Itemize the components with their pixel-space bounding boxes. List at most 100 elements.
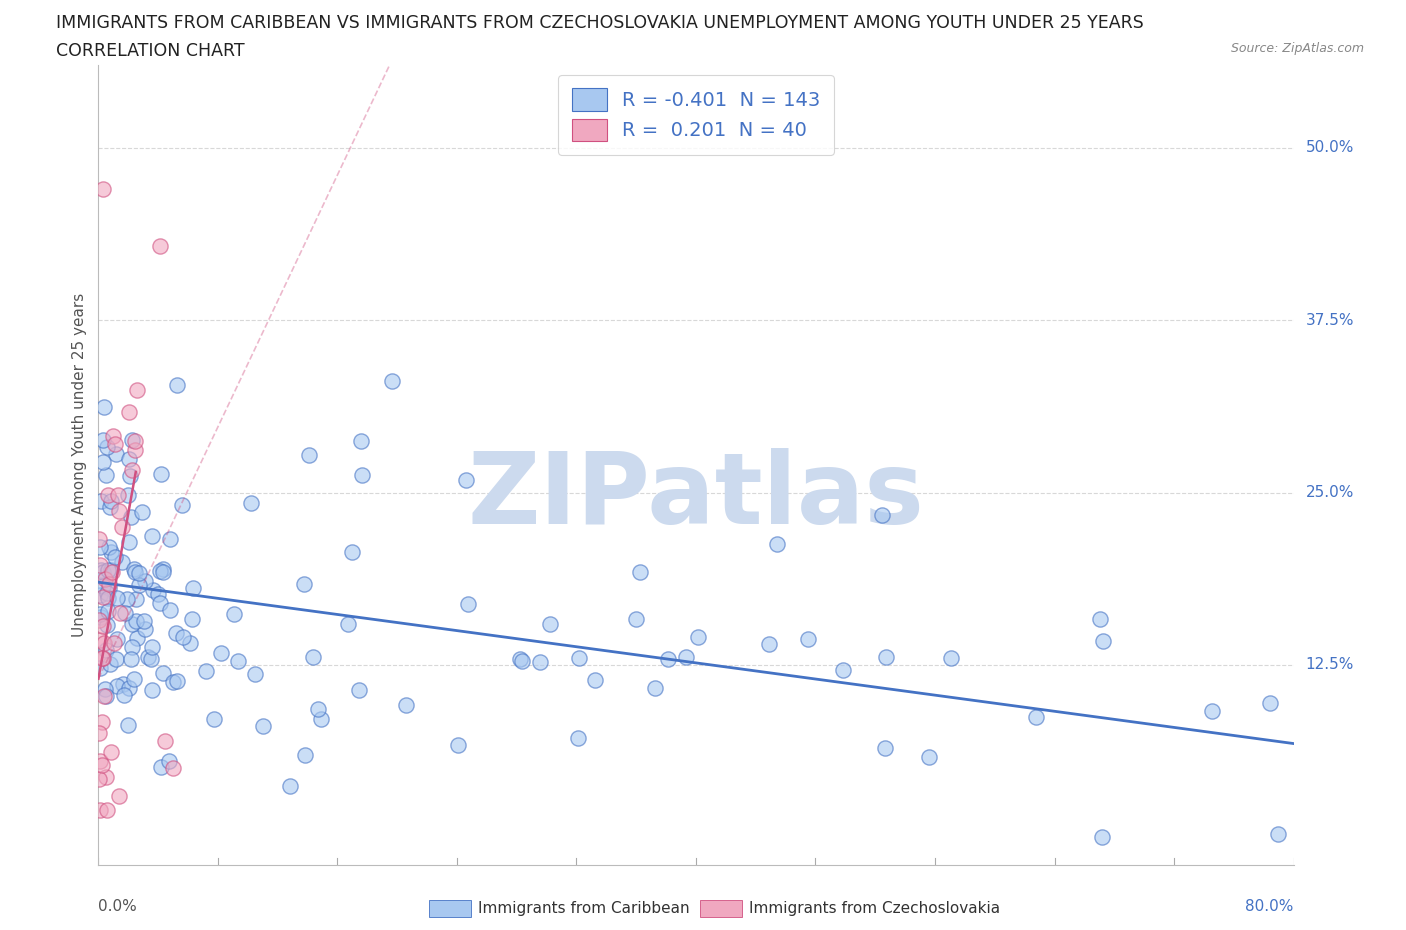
Point xyxy=(1091,830,1114,844)
Point xyxy=(89,633,111,648)
Point xyxy=(583,673,606,688)
Point xyxy=(447,737,470,752)
Text: 12.5%: 12.5% xyxy=(1306,658,1354,672)
Point xyxy=(1258,696,1281,711)
Point xyxy=(298,448,321,463)
Legend: R = -0.401  N = 143, R =  0.201  N = 40: R = -0.401 N = 143, R = 0.201 N = 40 xyxy=(558,74,834,154)
Point xyxy=(104,549,127,564)
Text: Source: ZipAtlas.com: Source: ZipAtlas.com xyxy=(1230,42,1364,55)
Point xyxy=(121,463,143,478)
Text: 25.0%: 25.0% xyxy=(1306,485,1354,500)
Point xyxy=(165,625,187,640)
Point xyxy=(509,652,531,667)
Point xyxy=(294,748,316,763)
Point xyxy=(91,578,114,593)
Point xyxy=(278,778,301,793)
Point xyxy=(117,680,139,695)
Point xyxy=(108,503,131,518)
Point xyxy=(104,446,127,461)
Point xyxy=(115,591,138,606)
Point xyxy=(111,520,134,535)
Point xyxy=(91,650,114,665)
Point xyxy=(105,652,128,667)
Point xyxy=(112,688,135,703)
Point xyxy=(128,578,150,592)
Text: 37.5%: 37.5% xyxy=(1306,312,1354,327)
Point xyxy=(337,617,360,631)
Point xyxy=(340,545,363,560)
Point xyxy=(510,654,533,669)
Point xyxy=(100,562,122,577)
Point xyxy=(159,531,181,546)
Point xyxy=(939,650,962,665)
Point xyxy=(91,565,114,579)
Point xyxy=(96,468,118,483)
Point xyxy=(457,596,479,611)
Point xyxy=(350,434,373,449)
Text: CORRELATION CHART: CORRELATION CHART xyxy=(56,42,245,60)
Point xyxy=(134,574,156,589)
Point xyxy=(1267,826,1289,841)
Point xyxy=(152,562,174,577)
Point xyxy=(162,761,184,776)
Point xyxy=(89,539,111,554)
Point xyxy=(104,436,127,451)
Point xyxy=(240,496,263,511)
Point xyxy=(538,617,561,631)
Point xyxy=(152,665,174,680)
Point xyxy=(153,734,176,749)
Point xyxy=(124,433,146,448)
Point xyxy=(222,606,245,621)
Point xyxy=(172,630,194,644)
Point xyxy=(89,557,111,572)
Point xyxy=(172,498,194,512)
Point xyxy=(91,432,114,447)
Point xyxy=(146,587,169,602)
Point xyxy=(873,740,896,755)
Text: Immigrants from Czechoslovakia: Immigrants from Czechoslovakia xyxy=(749,901,1001,916)
Text: 50.0%: 50.0% xyxy=(1306,140,1354,155)
Point xyxy=(628,565,651,579)
Point xyxy=(209,645,232,660)
Point xyxy=(91,758,114,773)
Point xyxy=(149,563,172,578)
Point xyxy=(91,590,114,604)
Point xyxy=(98,499,121,514)
Point xyxy=(127,631,149,645)
Point xyxy=(395,698,418,712)
Point xyxy=(97,563,120,578)
Point xyxy=(89,613,111,628)
Text: Immigrants from Caribbean: Immigrants from Caribbean xyxy=(478,901,690,916)
Text: ZIPatlas: ZIPatlas xyxy=(468,448,924,546)
Point xyxy=(125,614,148,629)
Point xyxy=(107,487,129,502)
Point xyxy=(352,468,374,483)
Point xyxy=(105,631,128,646)
Point xyxy=(831,662,853,677)
Point xyxy=(117,487,139,502)
Point xyxy=(121,639,143,654)
Point xyxy=(124,443,146,458)
Point xyxy=(125,591,148,606)
Point xyxy=(875,649,897,664)
Point xyxy=(675,650,697,665)
Point xyxy=(120,652,142,667)
Point xyxy=(529,654,551,669)
Point xyxy=(152,565,174,579)
Point xyxy=(94,682,117,697)
Point xyxy=(89,532,111,547)
Point xyxy=(644,681,666,696)
Point xyxy=(302,650,325,665)
Point xyxy=(122,671,145,686)
Point xyxy=(124,565,146,579)
Point xyxy=(108,789,131,804)
Point xyxy=(96,618,118,632)
Point xyxy=(150,760,173,775)
Point xyxy=(567,730,589,745)
Point xyxy=(93,572,115,587)
Point xyxy=(166,673,188,688)
Point xyxy=(89,660,111,675)
Point xyxy=(136,649,159,664)
Point xyxy=(103,636,125,651)
Point xyxy=(90,609,112,624)
